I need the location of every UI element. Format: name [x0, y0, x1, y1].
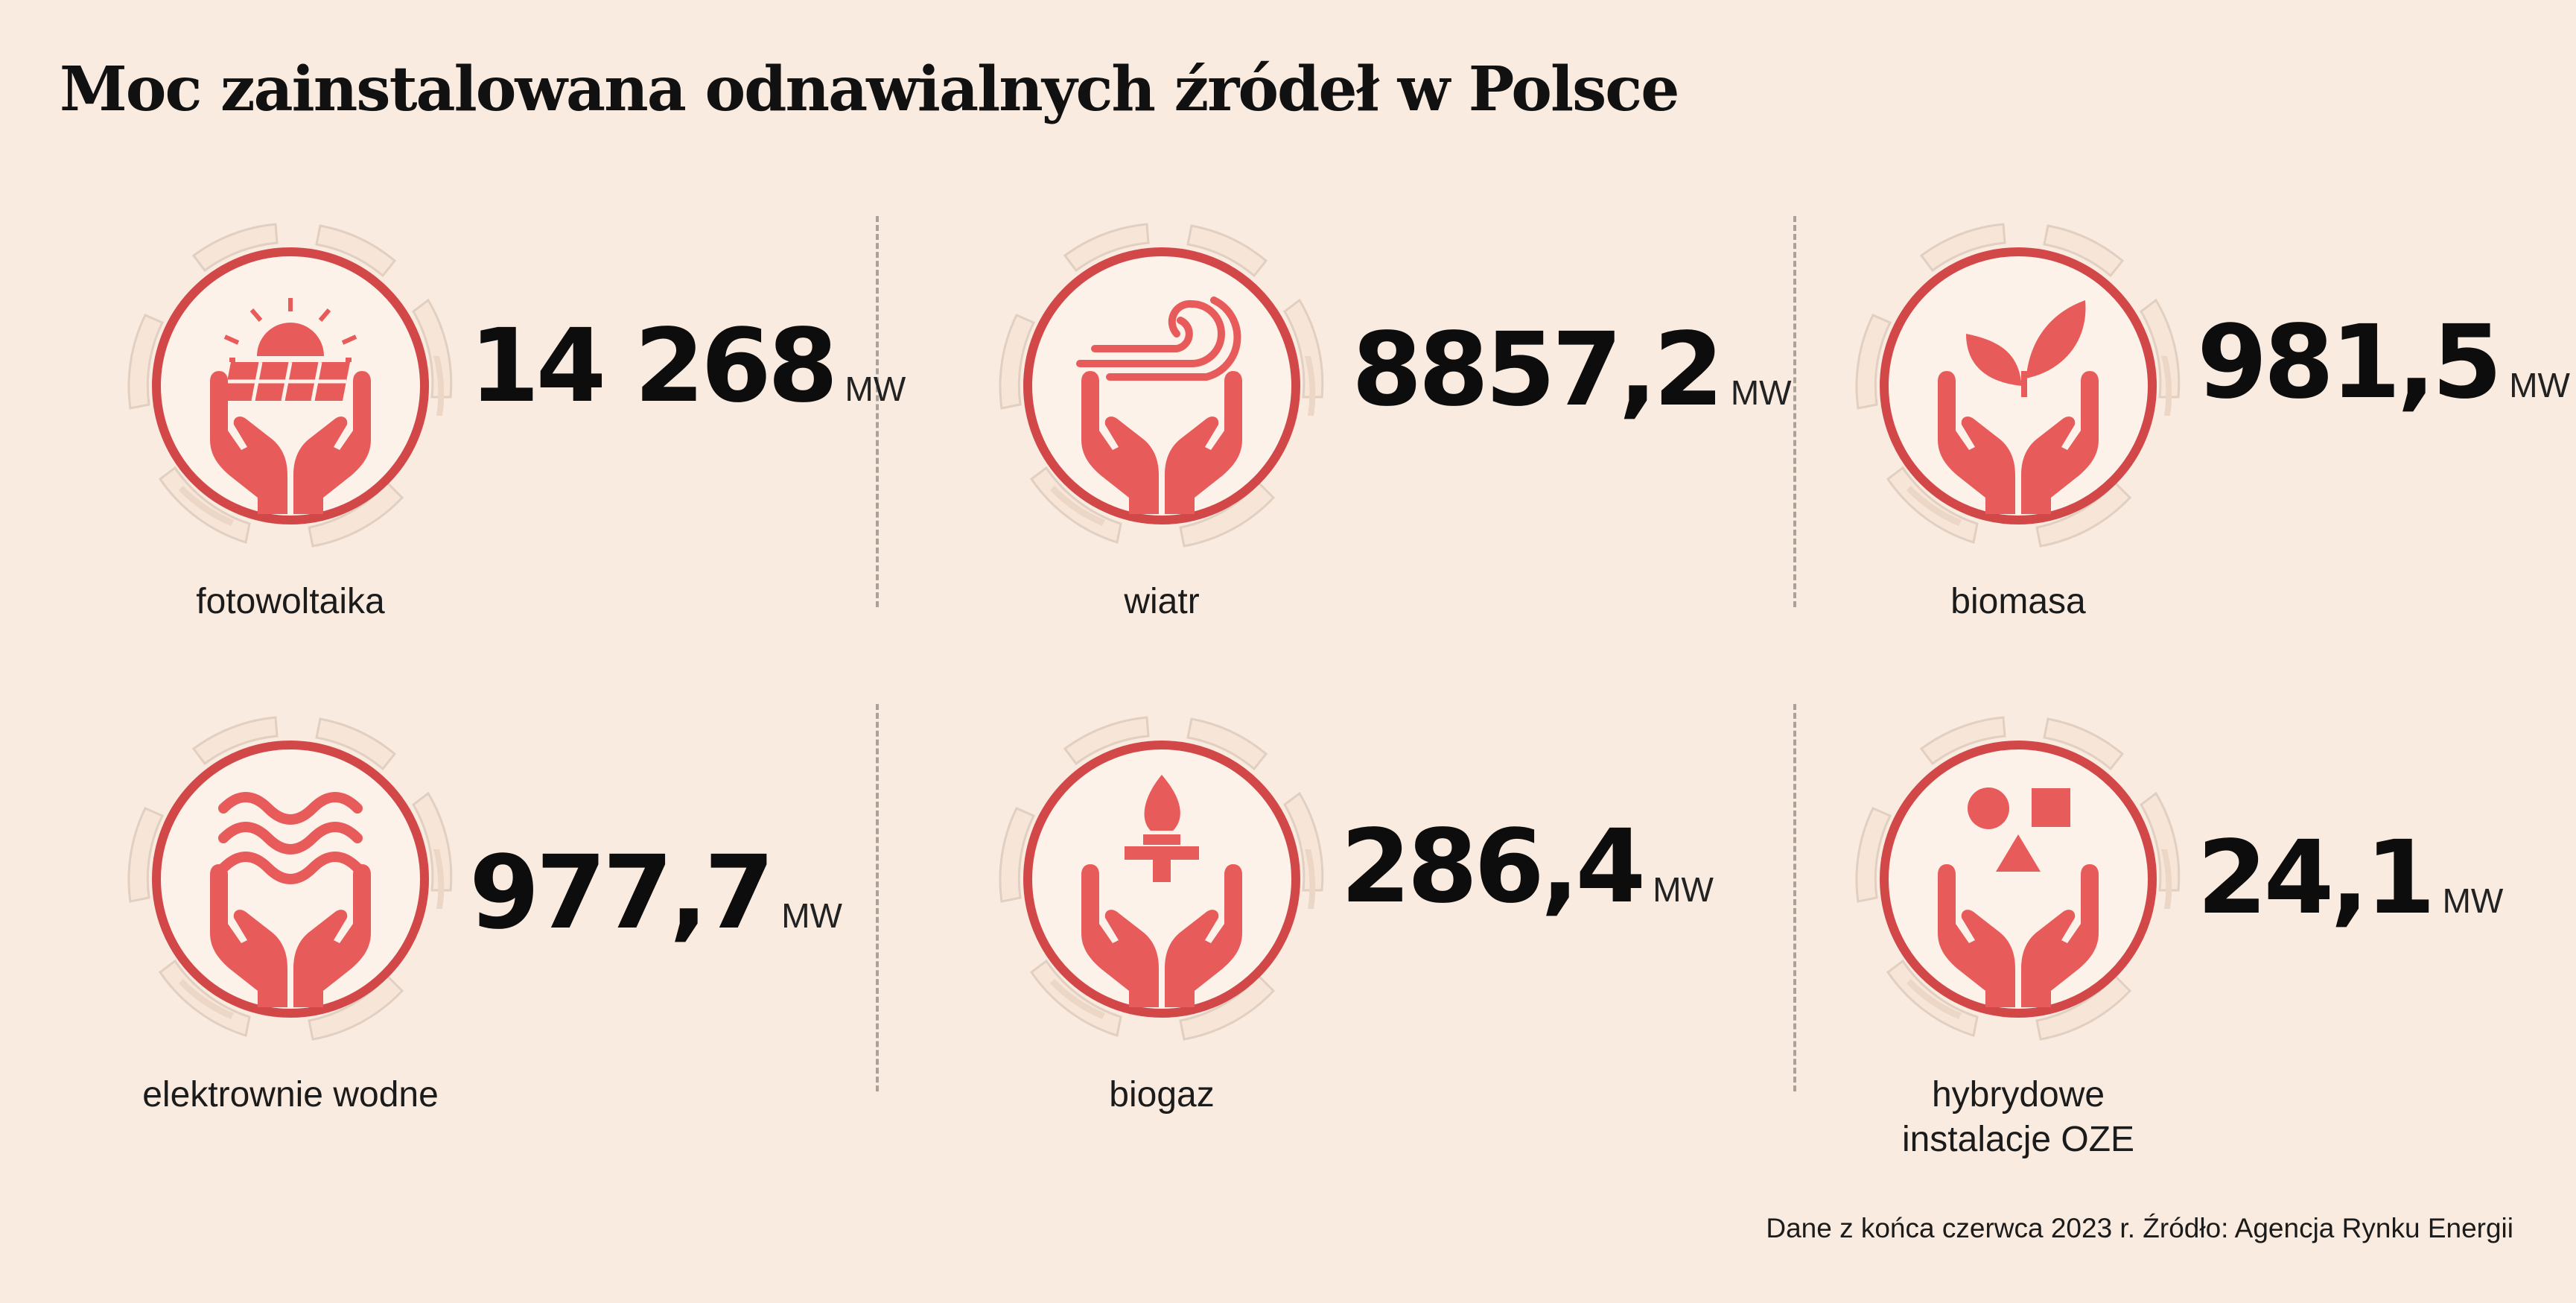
label-biomass: biomasa [1950, 582, 2086, 621]
value-number: 14 268 [469, 308, 838, 425]
value-wind: 8857,2 MW [1352, 311, 1792, 429]
label-hydro: elektrownie wodne [142, 1075, 439, 1115]
value-unit: MW [2442, 881, 2504, 920]
value-unit: MW [2509, 366, 2570, 405]
page-title: Moc zainstalowana odnawialnych źródeł w … [60, 54, 1679, 125]
badge-biomass [1825, 192, 2212, 580]
label-hybrid: hybrydowe instalacje OZE [1825, 1073, 2212, 1162]
column-divider [876, 216, 879, 607]
value-number: 981,5 [2197, 304, 2502, 422]
badge-wind [968, 192, 1355, 580]
badge-photovoltaics [97, 192, 484, 580]
label-line: instalacje OZE [1901, 1120, 2135, 1159]
label-line: hybrydowe [1931, 1075, 2105, 1115]
value-hydro: 977,7 MW [469, 834, 842, 952]
solar-panel-icon [127, 223, 453, 548]
value-number: 977,7 [469, 834, 775, 952]
gas-flame-icon [999, 716, 1324, 1041]
value-number: 24,1 [2197, 819, 2436, 937]
water-waves-icon [127, 716, 453, 1041]
column-divider [1793, 704, 1796, 1091]
value-unit: MW [1730, 373, 1792, 412]
value-photovoltaics: 14 268 MW [469, 308, 906, 425]
stat-hybrid: 24,1 MW hybrydowe instalacje OZE [1825, 685, 2576, 1162]
value-number: 8857,2 [1352, 311, 1724, 429]
stat-hydro: 977,7 MW elektrownie wodne [97, 685, 953, 1162]
stat-wind: 8857,2 MW wiatr [968, 192, 1825, 669]
label-wind: wiatr [1124, 582, 1200, 621]
value-hybrid: 24,1 MW [2197, 819, 2503, 937]
badge-hydro [97, 685, 484, 1073]
value-unit: MW [781, 896, 842, 935]
column-divider [1793, 216, 1796, 607]
wind-icon [999, 223, 1324, 548]
label-photovoltaics: fotowoltaika [196, 582, 385, 621]
value-biomass: 981,5 MW [2197, 304, 2570, 422]
stat-biogas: 286,4 MW biogaz [968, 685, 1825, 1162]
label-biogas: biogaz [1109, 1075, 1215, 1115]
value-number: 286,4 [1341, 808, 1646, 926]
shapes-icon [1855, 716, 2181, 1041]
column-divider [876, 704, 879, 1091]
badge-biogas [968, 685, 1355, 1073]
stat-photovoltaics: 14 268 MW fotowoltaika [97, 192, 953, 669]
leaf-icon [1855, 223, 2181, 548]
value-unit: MW [845, 370, 906, 408]
value-biogas: 286,4 MW [1341, 808, 1714, 926]
value-unit: MW [1653, 870, 1714, 909]
stat-biomass: 981,5 MW biomasa [1825, 192, 2576, 669]
source-footnote: Dane z końca czerwca 2023 r. Źródło: Age… [1766, 1213, 2513, 1243]
badge-hybrid [1825, 685, 2212, 1073]
